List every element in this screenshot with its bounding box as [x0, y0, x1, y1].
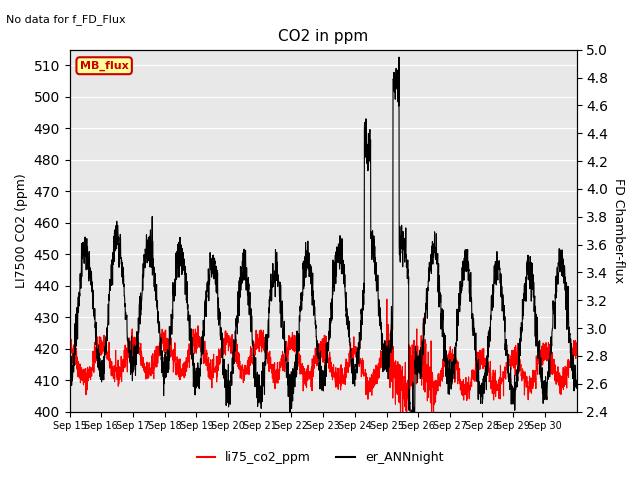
Y-axis label: LI7500 CO2 (ppm): LI7500 CO2 (ppm) — [15, 173, 28, 288]
Text: MB_flux: MB_flux — [80, 60, 129, 71]
Title: CO2 in ppm: CO2 in ppm — [278, 29, 368, 44]
Y-axis label: FD Chamber-flux: FD Chamber-flux — [612, 178, 625, 283]
Text: No data for f_FD_Flux: No data for f_FD_Flux — [6, 14, 126, 25]
Legend: li75_co2_ppm, er_ANNnight: li75_co2_ppm, er_ANNnight — [191, 446, 449, 469]
